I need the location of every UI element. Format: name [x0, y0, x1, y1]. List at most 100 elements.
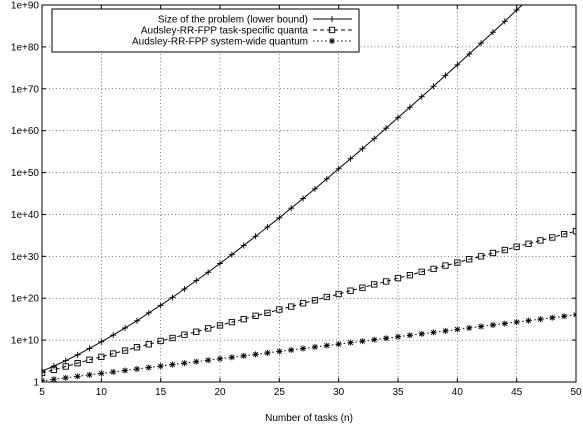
data-point [359, 338, 366, 345]
y-tick-label: 1e+50 [11, 168, 40, 179]
data-point [489, 29, 496, 36]
data-point [240, 352, 247, 359]
data-point [489, 249, 497, 257]
data-point [323, 293, 330, 301]
data-point [335, 165, 342, 172]
series-line [42, 314, 576, 382]
data-point [311, 344, 318, 351]
data-point [359, 145, 366, 152]
plot-area-frame [41, 4, 577, 383]
data-point [74, 351, 81, 358]
data-point [466, 256, 473, 263]
y-tick-label: 1e+30 [11, 252, 40, 263]
data-point [430, 329, 437, 336]
grid [42, 5, 576, 382]
data-point [299, 300, 307, 307]
data-point [169, 294, 176, 301]
data-point [74, 360, 81, 367]
data-point [193, 328, 200, 335]
y-tick-label: 1e+10 [11, 336, 40, 347]
data-point [466, 51, 473, 58]
data-point [395, 114, 401, 121]
y-tick-label: 1e+70 [11, 84, 40, 95]
legend-label: Size of the problem (lower bound) [158, 15, 308, 26]
data-point [560, 230, 568, 238]
data-point [240, 242, 247, 249]
data-point [122, 367, 129, 374]
data-point [454, 259, 461, 266]
data-point [240, 316, 247, 323]
data-point [205, 269, 212, 276]
data-point [430, 265, 437, 273]
data-point [418, 330, 425, 337]
data-point [228, 251, 235, 258]
data-point [264, 224, 271, 231]
y-tick-label: 1e+60 [11, 126, 40, 137]
data-point [145, 364, 152, 371]
x-tick-label: 35 [392, 387, 404, 398]
y-tick-label: 1 [33, 378, 39, 389]
series-3 [42, 311, 576, 382]
data-point [98, 338, 105, 345]
data-point [525, 317, 532, 324]
data-point [347, 339, 354, 346]
data-point [359, 284, 366, 291]
data-point [42, 369, 46, 376]
x-axis-title: Number of tasks (n) [265, 413, 353, 424]
data-point [323, 342, 330, 349]
axis-ticks: 5 10 15 20 25 30 35 40 45 50 1 1e+10 1e+20 1e+30 1e+40… [11, 1, 582, 399]
data-point [216, 322, 224, 329]
data-point [288, 346, 295, 353]
data-point [264, 349, 271, 356]
data-point [181, 286, 188, 293]
data-point [86, 356, 93, 363]
data-point [157, 337, 164, 345]
data-point [74, 373, 81, 380]
data-point [181, 331, 188, 338]
data-point [62, 357, 69, 364]
legend-marker [329, 38, 335, 44]
data-point [418, 268, 425, 275]
data-point [501, 320, 508, 327]
legend: Size of the problem (lower bound)Audsley… [51, 8, 360, 53]
data-point [204, 325, 212, 332]
data-point [430, 83, 437, 90]
data-point [335, 290, 342, 298]
series-2 [42, 228, 576, 376]
data-point [572, 228, 576, 235]
data-point [121, 347, 129, 354]
series-1 [42, 5, 523, 375]
data-point [478, 40, 485, 47]
series-line [42, 230, 576, 374]
data-point [382, 278, 390, 285]
data-point [537, 237, 544, 244]
data-point [311, 185, 318, 192]
x-tick-label: 10 [96, 387, 108, 398]
x-tick-label: 15 [155, 387, 167, 398]
x-tick-label: 5 [39, 387, 45, 398]
data-point [205, 357, 212, 364]
data-point [300, 345, 307, 352]
data-point [252, 312, 259, 319]
data-point [50, 366, 58, 374]
data-point [383, 335, 390, 342]
data-point [145, 309, 152, 316]
data-point [489, 322, 496, 329]
data-point [442, 327, 449, 334]
data-point [157, 363, 164, 370]
data-point [181, 360, 188, 367]
data-point [395, 333, 401, 340]
data-point [501, 18, 508, 25]
data-point [561, 313, 568, 320]
x-tick-label: 50 [570, 387, 582, 398]
data-point [276, 214, 283, 221]
data-point [217, 355, 223, 362]
data-point [228, 318, 236, 326]
data-point [133, 344, 141, 351]
data-point [454, 61, 461, 68]
data-point [347, 155, 354, 162]
data-point [42, 368, 45, 375]
data-point [169, 334, 176, 342]
data-point [264, 309, 271, 317]
x-tick-label: 40 [452, 387, 464, 398]
